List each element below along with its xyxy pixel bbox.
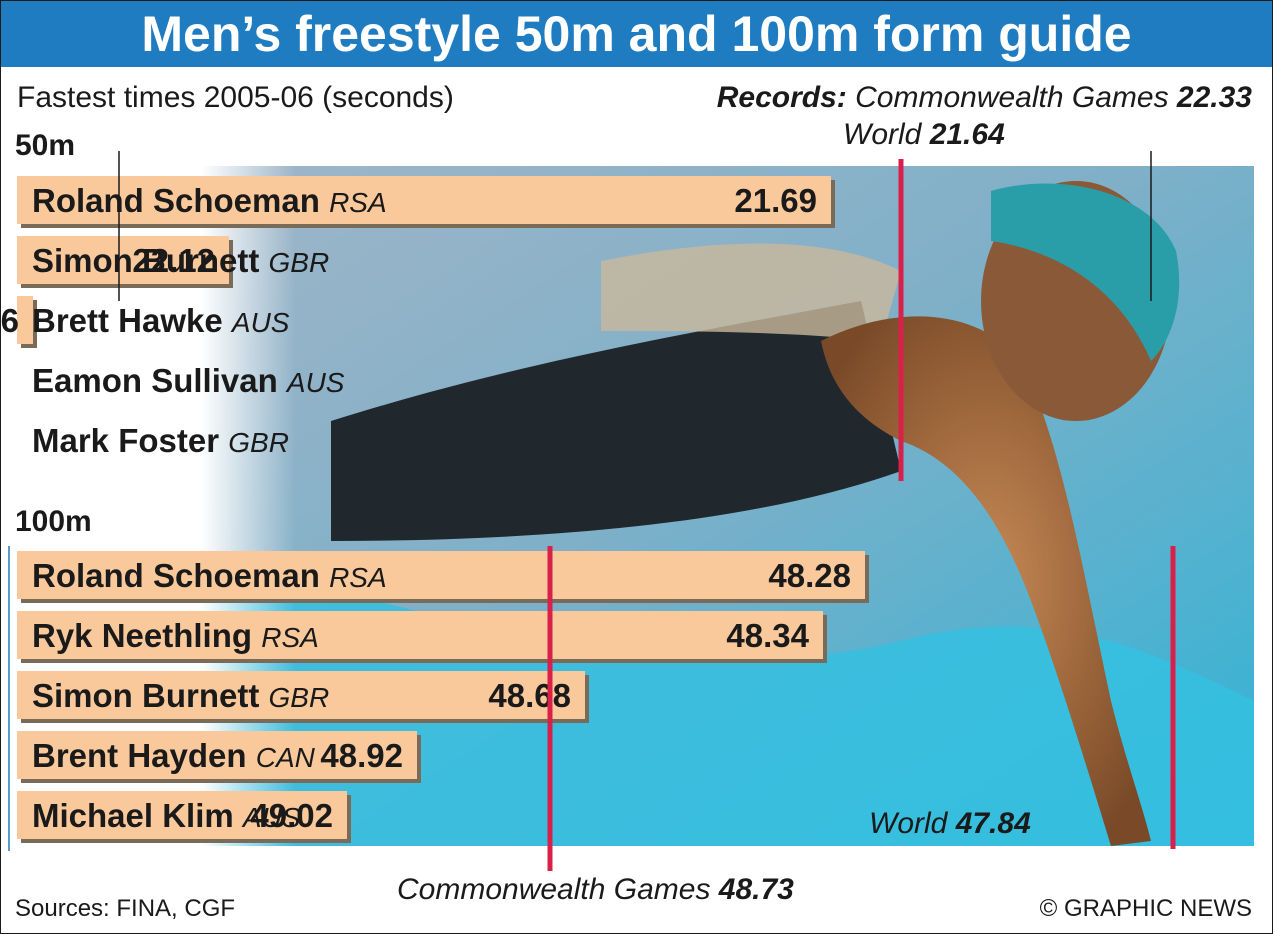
bar	[17, 551, 865, 599]
bar-label: Brett Hawke AUS	[32, 302, 290, 339]
records-cg-value: 22.33	[1176, 81, 1252, 114]
sources-note: Sources: FINA, CGF	[15, 895, 236, 922]
athlete-name: Roland Schoeman	[32, 557, 329, 594]
athlete-name: Ryk Neethling	[32, 617, 261, 654]
credit-note: © GRAPHIC NEWS	[1039, 895, 1252, 922]
athlete-country: RSA	[261, 622, 319, 653]
bar-value-label: 48.92	[320, 737, 403, 774]
bar-row: Ryk Neethling RSA 48.34	[17, 611, 827, 663]
bar-value-label: 48.28	[768, 557, 851, 594]
bar-row: Brett Hawke AUS 22.26	[1, 296, 290, 348]
chart-title: Men’s freestyle 50m and 100m form guide	[141, 6, 1132, 62]
athlete-name: Eamon Sullivan	[32, 362, 287, 399]
world-record-100m-label: World 47.84	[869, 807, 1031, 841]
bar-value-label: 21.69	[734, 182, 817, 219]
athlete-name: Brent Hayden	[32, 737, 256, 774]
bar-row: Eamon Sullivan AUS22.35	[32, 362, 345, 399]
athlete-country: CAN	[256, 742, 316, 773]
athlete-name: Simon Burnett	[32, 242, 269, 279]
athlete-name: Simon Burnett	[32, 677, 269, 714]
bar-value-label: 48.68	[488, 677, 571, 714]
section-title-100m: 100m	[15, 505, 92, 538]
bar-row: Roland Schoeman RSA 21.69	[17, 176, 835, 228]
bar-value-label: 22.12	[132, 242, 215, 279]
bar-row: Brent Hayden CAN 48.92	[17, 731, 421, 783]
bar	[17, 791, 347, 839]
athlete-country: GBR	[228, 427, 289, 458]
bar-row: Roland Schoeman RSA 48.28	[17, 551, 869, 603]
cg-100m-value: 48.73	[718, 873, 794, 906]
bar-label: Roland Schoeman RSA	[32, 557, 387, 594]
section-title-50m: 50m	[15, 129, 76, 162]
records-header-world: World 21.64	[843, 118, 1005, 152]
world-100m-text: World	[869, 807, 948, 840]
records-label: Records:	[716, 81, 847, 114]
bar	[17, 671, 585, 719]
bar-label: Eamon Sullivan AUS	[32, 362, 345, 399]
bar-label: Ryk Neethling RSA	[32, 617, 319, 654]
title-bar	[1, 1, 1272, 67]
bar-label: Mark Foster GBR	[32, 422, 289, 459]
cg-100m-text: Commonwealth Games	[397, 873, 711, 906]
bar-label: Michael Klim AUS	[32, 797, 301, 834]
bar	[17, 236, 229, 284]
bar-label: Simon Burnett GBR	[32, 677, 329, 714]
cg-record-100m-label: Commonwealth Games 48.73	[397, 873, 794, 907]
athlete-country: GBR	[269, 682, 330, 713]
bar-value-label: 49.02	[250, 797, 333, 834]
bar-label: Brent Hayden CAN	[32, 737, 316, 774]
bar-value-label: 22.26	[1, 302, 19, 339]
bar	[17, 611, 823, 659]
bar-row: Simon Burnett GBR 48.68	[17, 671, 589, 723]
athlete-country: GBR	[269, 247, 330, 278]
bar-value-label: 48.34	[726, 617, 809, 654]
bar	[17, 176, 831, 224]
records-world-text: World	[843, 118, 922, 151]
athlete-country: RSA	[329, 562, 387, 593]
athlete-country: AUS	[230, 307, 290, 338]
athlete-country: AUS	[241, 802, 301, 833]
bar-label: Simon Burnett GBR	[32, 242, 329, 279]
records-world-value: 21.64	[929, 118, 1005, 151]
records-cg-text: Commonwealth Games	[855, 81, 1169, 114]
bar	[17, 296, 33, 344]
bar	[17, 731, 417, 779]
athlete-name: Roland Schoeman	[32, 182, 329, 219]
athlete-name: Brett Hawke	[32, 302, 232, 339]
world-100m-value: 47.84	[955, 807, 1031, 840]
athlete-name: Michael Klim	[32, 797, 243, 834]
bar-label: Roland Schoeman RSA	[32, 182, 387, 219]
records-header-cg: Records: Commonwealth Games 22.33	[717, 81, 1252, 115]
athlete-name: Mark Foster	[32, 422, 228, 459]
chart-subtitle: Fastest times 2005-06 (seconds)	[17, 81, 454, 114]
athlete-country: RSA	[329, 187, 387, 218]
athlete-country: AUS	[285, 367, 345, 398]
